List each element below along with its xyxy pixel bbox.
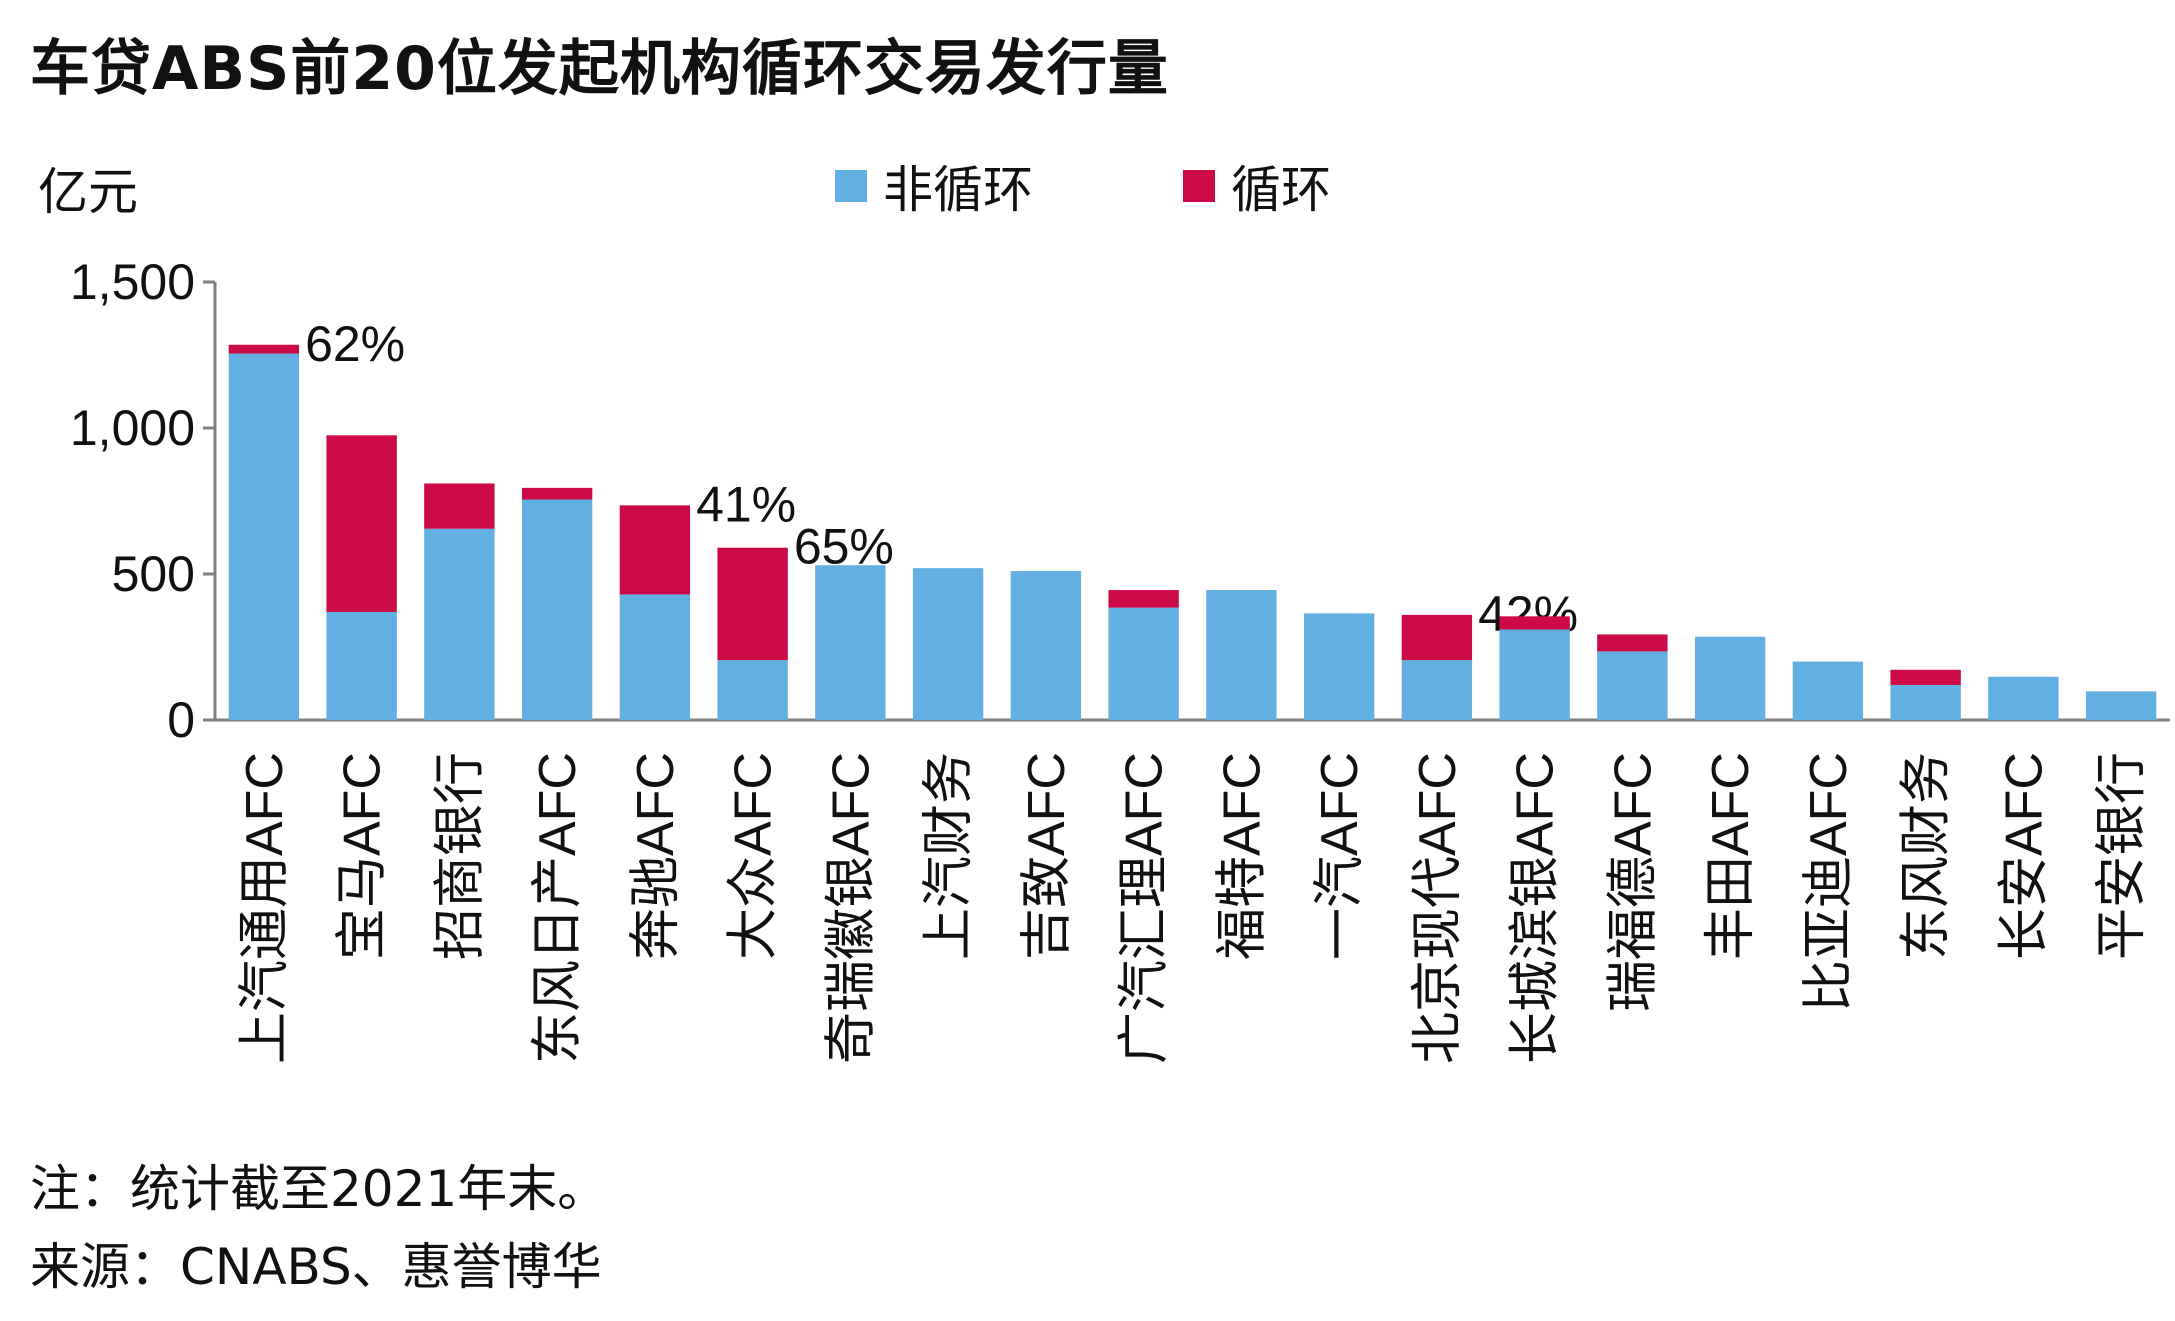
x-category-label: 北京现代AFC bbox=[1409, 752, 1467, 1064]
bar-revolving bbox=[1597, 634, 1668, 652]
bar-non-revolving bbox=[1303, 613, 1375, 720]
x-category-label: 大众AFC bbox=[725, 752, 783, 960]
bar-non-revolving bbox=[2085, 691, 2157, 720]
bar-revolving bbox=[1108, 590, 1179, 608]
bar-non-revolving bbox=[228, 353, 300, 720]
bar-revolving bbox=[1499, 616, 1570, 630]
x-category-label: 一汽AFC bbox=[1311, 752, 1369, 960]
legend-item-revolving: 循环 bbox=[1183, 150, 1331, 222]
x-category-label: 平安银行 bbox=[2093, 752, 2151, 960]
bar-revolving bbox=[619, 505, 691, 595]
bar-non-revolving bbox=[1597, 651, 1668, 720]
bar-non-revolving bbox=[1401, 660, 1473, 720]
bar-revolving bbox=[424, 483, 495, 529]
bar-revolving bbox=[326, 435, 397, 612]
x-category-label: 比亚迪AFC bbox=[1800, 752, 1858, 1012]
bar-non-revolving bbox=[1108, 607, 1179, 720]
x-category-label: 长城滨银AFC bbox=[1507, 752, 1565, 1064]
legend-label-non-revolving: 非循环 bbox=[883, 161, 1033, 219]
bar-non-revolving bbox=[1010, 571, 1082, 720]
bar-revolving bbox=[1401, 614, 1473, 661]
percent-annotation: 41% bbox=[696, 476, 796, 532]
bar-non-revolving bbox=[1890, 684, 1961, 720]
bar-non-revolving bbox=[521, 499, 593, 720]
x-category-label: 东风日产AFC bbox=[529, 752, 587, 1064]
y-tick-label: 0 bbox=[167, 692, 195, 748]
x-category-label: 长安AFC bbox=[1995, 752, 2053, 960]
y-axis-unit: 亿元 bbox=[38, 163, 138, 221]
y-tick-label: 1,500 bbox=[70, 254, 195, 310]
x-category-label: 宝马AFC bbox=[334, 752, 392, 960]
x-category-label: 瑞福德AFC bbox=[1604, 752, 1662, 1012]
bar-revolving bbox=[1890, 669, 1961, 685]
legend: 非循环 循环 bbox=[835, 150, 1481, 222]
bar-revolving bbox=[521, 487, 593, 500]
note-text: 注：统计截至2021年末。 bbox=[30, 1160, 608, 1218]
x-category-label: 上汽通用AFC bbox=[236, 752, 294, 1064]
bar-non-revolving bbox=[1694, 636, 1766, 720]
y-tick-label: 1,000 bbox=[70, 400, 195, 456]
x-category-label: 招商银行 bbox=[431, 752, 489, 960]
bar-revolving bbox=[228, 344, 300, 354]
legend-swatch-revolving bbox=[1183, 170, 1215, 202]
bar-non-revolving bbox=[619, 594, 691, 720]
bar-non-revolving bbox=[912, 568, 984, 720]
bar-non-revolving bbox=[1206, 590, 1277, 720]
source-text: 来源：CNABS、惠誉博华 bbox=[30, 1238, 602, 1296]
bar-non-revolving bbox=[424, 528, 495, 720]
bar-non-revolving bbox=[717, 660, 788, 720]
x-category-label: 奔驰AFC bbox=[627, 752, 685, 960]
x-category-label: 丰田AFC bbox=[1702, 752, 1760, 960]
legend-item-non-revolving: 非循环 bbox=[835, 150, 1033, 222]
y-tick-label: 500 bbox=[112, 546, 195, 602]
percent-annotation: 62% bbox=[305, 316, 405, 372]
bar-non-revolving bbox=[1988, 676, 2059, 720]
x-category-label: 吉致AFC bbox=[1018, 752, 1076, 960]
chart-title: 车贷ABS前20位发起机构循环交易发行量 bbox=[30, 34, 1169, 104]
x-category-label: 广汽汇理AFC bbox=[1116, 752, 1174, 1064]
x-category-label: 奇瑞徽银AFC bbox=[822, 752, 880, 1064]
legend-swatch-non-revolving bbox=[835, 170, 867, 202]
bar-non-revolving bbox=[1792, 661, 1864, 720]
footnotes: 注：统计截至2021年末。 来源：CNABS、惠誉博华 bbox=[30, 1150, 607, 1306]
bar-revolving bbox=[717, 547, 788, 661]
legend-label-revolving: 循环 bbox=[1231, 161, 1331, 219]
x-category-label: 上汽财务 bbox=[920, 752, 978, 960]
bar-non-revolving bbox=[815, 565, 886, 720]
x-category-label: 东风财务 bbox=[1898, 752, 1956, 960]
bar-non-revolving bbox=[1499, 629, 1570, 720]
x-category-label: 福特AFC bbox=[1213, 752, 1271, 960]
bar-non-revolving bbox=[326, 611, 397, 720]
